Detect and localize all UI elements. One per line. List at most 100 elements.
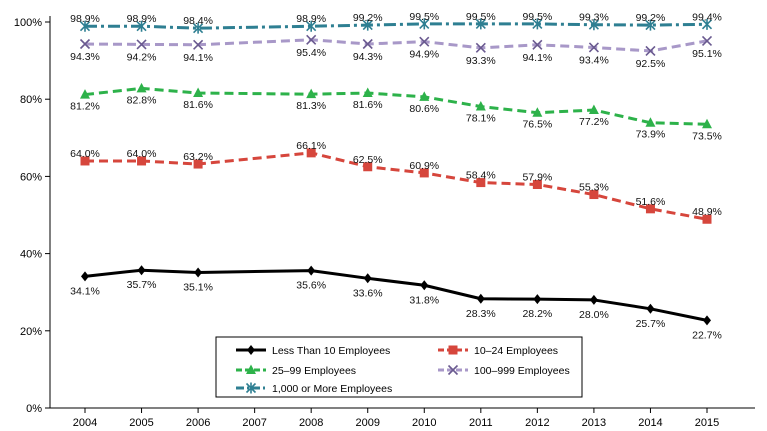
- data-label: 99.4%: [692, 11, 722, 23]
- x-tick-label: 2008: [299, 417, 323, 429]
- series-1-point: [645, 204, 655, 214]
- series-1-point: [306, 148, 316, 158]
- data-label: 66.1%: [296, 140, 326, 152]
- y-tick-label: 100%: [14, 17, 42, 29]
- series-2-point: [362, 87, 373, 98]
- x-tick-label: 2010: [412, 417, 436, 429]
- series-4-point: [588, 19, 599, 31]
- x-tick-label: 2006: [186, 417, 210, 429]
- series-line-4: [85, 22, 708, 30]
- series-3-point: [532, 39, 543, 50]
- legend-marker: [245, 382, 257, 394]
- x-tick-label: 2014: [638, 417, 662, 429]
- legend-label: 25–99 Employees: [272, 365, 356, 377]
- series-4-point: [532, 18, 543, 30]
- series-4-point: [362, 19, 373, 31]
- series-3-point: [136, 39, 147, 50]
- x-tick-label: 2013: [582, 417, 606, 429]
- series-2-point: [80, 89, 90, 99]
- data-label: 78.1%: [466, 113, 496, 125]
- series-0-point: [194, 267, 203, 278]
- data-label: 34.1%: [70, 285, 100, 297]
- series-1-point: [419, 168, 429, 178]
- series-2-point: [193, 87, 204, 98]
- series-1-point: [589, 190, 599, 200]
- legend: Less Than 10 Employees 10–24 Employees 25–…: [215, 336, 583, 398]
- series-2-point: [419, 91, 430, 101]
- series-4-point: [645, 19, 656, 31]
- series-1-point: [363, 162, 373, 172]
- data-label: 81.6%: [353, 99, 383, 111]
- series-line-3: [84, 38, 708, 53]
- series-2-point: [306, 88, 317, 99]
- series-0-point: [533, 294, 542, 305]
- series-1-point: [476, 178, 486, 188]
- series-3-point: [701, 35, 713, 46]
- series-2-point: [475, 101, 486, 111]
- series-3-point: [475, 42, 486, 53]
- y-tick-label: 0%: [26, 403, 42, 415]
- data-label: 73.5%: [692, 130, 722, 142]
- data-label: 60.9%: [409, 160, 439, 172]
- x-tick-label: 2009: [355, 417, 379, 429]
- data-label: 58.4%: [466, 170, 496, 182]
- data-label: 31.8%: [409, 294, 439, 306]
- series-1-point: [193, 159, 203, 169]
- data-label: 94.1%: [183, 52, 213, 64]
- x-tick-label: 2004: [73, 417, 97, 429]
- series-0-point: [476, 293, 485, 304]
- x-tick-label: 2012: [525, 417, 549, 429]
- series-1-point: [532, 180, 542, 190]
- data-label: 55.3%: [579, 182, 609, 194]
- x-tick-label: 2005: [129, 417, 153, 429]
- data-label: 28.3%: [466, 308, 496, 320]
- data-label: 28.0%: [579, 309, 609, 321]
- data-label: 95.4%: [296, 47, 326, 59]
- series-1-point: [137, 156, 147, 166]
- series-2-point: [702, 118, 712, 129]
- legend-label: 1,000 or More Employees: [272, 383, 392, 395]
- data-label: 81.6%: [183, 99, 213, 111]
- series-line-0: [84, 268, 708, 322]
- series-3-point: [588, 42, 599, 53]
- data-label: 99.2%: [636, 12, 666, 24]
- data-label: 64.0%: [70, 148, 100, 160]
- data-label: 77.2%: [579, 116, 609, 128]
- data-label: 25.7%: [636, 318, 666, 330]
- series-3-point: [362, 38, 373, 50]
- legend-marker: [447, 364, 459, 376]
- series-1-point: [702, 214, 712, 224]
- series-4-point: [136, 20, 147, 32]
- series-2-point: [588, 104, 599, 115]
- y-tick-label: 80%: [20, 94, 42, 106]
- series-4-point: [79, 20, 91, 32]
- data-label: 33.6%: [353, 287, 383, 299]
- data-label: 92.5%: [636, 58, 666, 70]
- data-label: 99.5%: [522, 11, 552, 23]
- series-3-point: [79, 38, 91, 50]
- data-label: 80.6%: [409, 103, 439, 115]
- data-label: 81.2%: [70, 101, 100, 113]
- legend-marker: [247, 345, 255, 355]
- series-0-point: [81, 271, 89, 282]
- series-4-point: [306, 20, 317, 32]
- data-label: 51.6%: [636, 196, 666, 208]
- data-label: 99.3%: [579, 12, 609, 24]
- series-0-point: [420, 280, 429, 291]
- data-labels: 34.1% 35.7% 35.1% 35.6% 33.6% 31.8% 28.3% 28.2%…: [70, 11, 722, 341]
- data-label: 64.0%: [127, 148, 157, 160]
- data-label: 93.4%: [579, 54, 609, 66]
- series-1-point: [80, 156, 90, 166]
- data-label: 73.9%: [636, 129, 666, 141]
- data-label: 98.4%: [183, 15, 213, 27]
- series-4-point: [193, 22, 204, 34]
- data-label: 94.1%: [522, 52, 552, 64]
- data-label: 94.2%: [127, 51, 157, 63]
- series-0-point: [646, 303, 655, 314]
- series-0-point: [307, 265, 316, 276]
- series-4-point: [419, 18, 430, 30]
- data-label: 93.3%: [466, 55, 496, 67]
- legend-label: Less Than 10 Employees: [272, 345, 390, 357]
- series-3-point: [419, 36, 430, 47]
